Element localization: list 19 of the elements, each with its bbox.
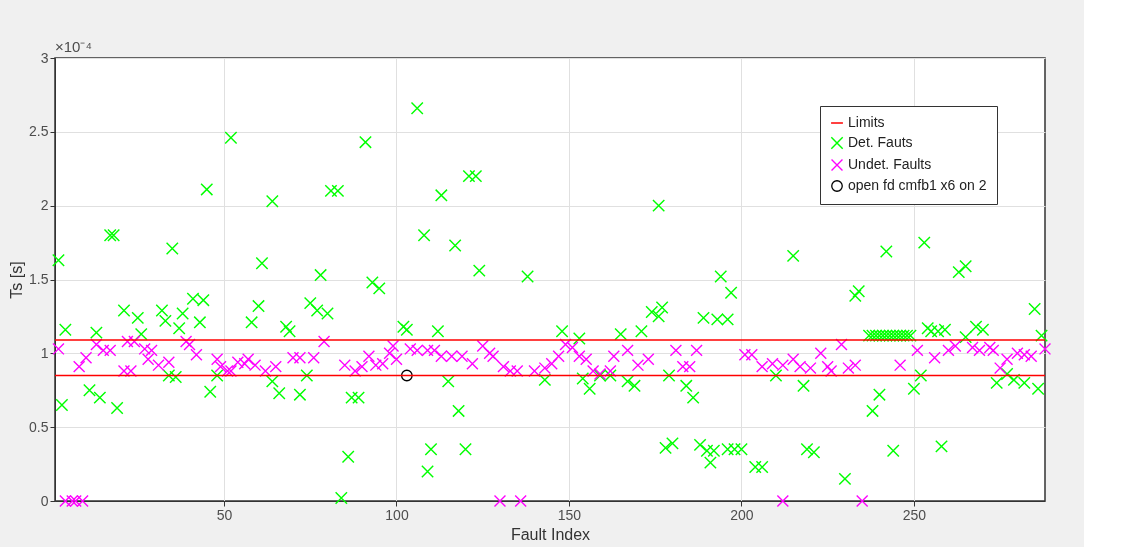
x-tick-label: 200 [730, 506, 754, 523]
legend-label: open fd cmfb1 x6 on 2 [848, 177, 987, 193]
text: ×10⁻⁴ [55, 38, 92, 55]
x-tick-label: 150 [557, 506, 582, 523]
y-tick-label: 2 [40, 197, 49, 214]
x-tick-label: 100 [385, 506, 409, 523]
x-tick-label: 250 [902, 506, 927, 523]
y-axis-title: Ts [s] [8, 261, 26, 299]
y-tick-label: 3 [40, 49, 49, 66]
y-tick-label: 1.5 [29, 271, 49, 287]
y-tick-label: 0 [40, 492, 49, 509]
legend-label: Undet. Faults [848, 156, 932, 172]
legend-label: Limits [848, 114, 885, 130]
y-tick-label: 1 [40, 344, 49, 361]
legend-label: Det. Fauts [848, 134, 913, 150]
y-tick-label: 2.5 [29, 123, 49, 140]
x-tick-label: 50 [216, 506, 233, 523]
x-axis-title: Fault Index [510, 525, 591, 543]
y-tick-label: 0.5 [29, 418, 49, 435]
